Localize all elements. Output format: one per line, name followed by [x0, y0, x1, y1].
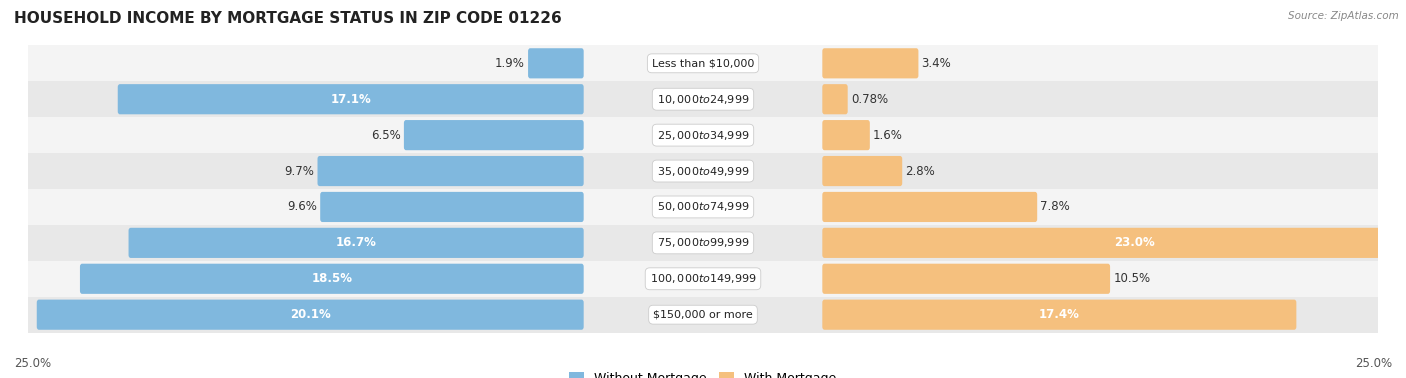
FancyBboxPatch shape: [321, 192, 583, 222]
Bar: [28, 297, 1378, 333]
Text: $25,000 to $34,999: $25,000 to $34,999: [657, 129, 749, 142]
Text: $10,000 to $24,999: $10,000 to $24,999: [657, 93, 749, 106]
Text: 1.9%: 1.9%: [495, 57, 524, 70]
Text: 18.5%: 18.5%: [311, 272, 353, 285]
FancyBboxPatch shape: [118, 84, 583, 114]
Bar: [28, 153, 1378, 189]
FancyBboxPatch shape: [37, 300, 583, 330]
FancyBboxPatch shape: [128, 228, 583, 258]
Text: 2.8%: 2.8%: [905, 164, 935, 178]
Text: HOUSEHOLD INCOME BY MORTGAGE STATUS IN ZIP CODE 01226: HOUSEHOLD INCOME BY MORTGAGE STATUS IN Z…: [14, 11, 562, 26]
Text: 16.7%: 16.7%: [336, 236, 377, 249]
Text: 25.0%: 25.0%: [1355, 358, 1392, 370]
Text: $150,000 or more: $150,000 or more: [654, 310, 752, 320]
FancyBboxPatch shape: [823, 84, 848, 114]
FancyBboxPatch shape: [823, 264, 1111, 294]
Text: $35,000 to $49,999: $35,000 to $49,999: [657, 164, 749, 178]
Text: 23.0%: 23.0%: [1115, 236, 1156, 249]
Text: 25.0%: 25.0%: [14, 358, 51, 370]
Text: 17.4%: 17.4%: [1039, 308, 1080, 321]
Text: 9.7%: 9.7%: [284, 164, 315, 178]
Bar: [28, 261, 1378, 297]
Text: Source: ZipAtlas.com: Source: ZipAtlas.com: [1288, 11, 1399, 21]
Text: Less than $10,000: Less than $10,000: [652, 58, 754, 68]
Bar: [28, 45, 1378, 81]
Text: $75,000 to $99,999: $75,000 to $99,999: [657, 236, 749, 249]
Text: 20.1%: 20.1%: [290, 308, 330, 321]
Legend: Without Mortgage, With Mortgage: Without Mortgage, With Mortgage: [564, 367, 842, 378]
FancyBboxPatch shape: [823, 120, 870, 150]
FancyBboxPatch shape: [823, 228, 1406, 258]
FancyBboxPatch shape: [80, 264, 583, 294]
Bar: [28, 117, 1378, 153]
Text: 7.8%: 7.8%: [1040, 200, 1070, 214]
FancyBboxPatch shape: [404, 120, 583, 150]
Text: 10.5%: 10.5%: [1114, 272, 1150, 285]
Text: $50,000 to $74,999: $50,000 to $74,999: [657, 200, 749, 214]
Text: $100,000 to $149,999: $100,000 to $149,999: [650, 272, 756, 285]
Bar: [28, 189, 1378, 225]
FancyBboxPatch shape: [823, 300, 1296, 330]
FancyBboxPatch shape: [529, 48, 583, 78]
Text: 3.4%: 3.4%: [922, 57, 952, 70]
Bar: [28, 225, 1378, 261]
FancyBboxPatch shape: [318, 156, 583, 186]
Text: 9.6%: 9.6%: [287, 200, 316, 214]
FancyBboxPatch shape: [823, 48, 918, 78]
Text: 0.78%: 0.78%: [851, 93, 889, 106]
Bar: [28, 81, 1378, 117]
Text: 1.6%: 1.6%: [873, 129, 903, 142]
Text: 17.1%: 17.1%: [330, 93, 371, 106]
FancyBboxPatch shape: [823, 192, 1038, 222]
FancyBboxPatch shape: [823, 156, 903, 186]
Text: 6.5%: 6.5%: [371, 129, 401, 142]
